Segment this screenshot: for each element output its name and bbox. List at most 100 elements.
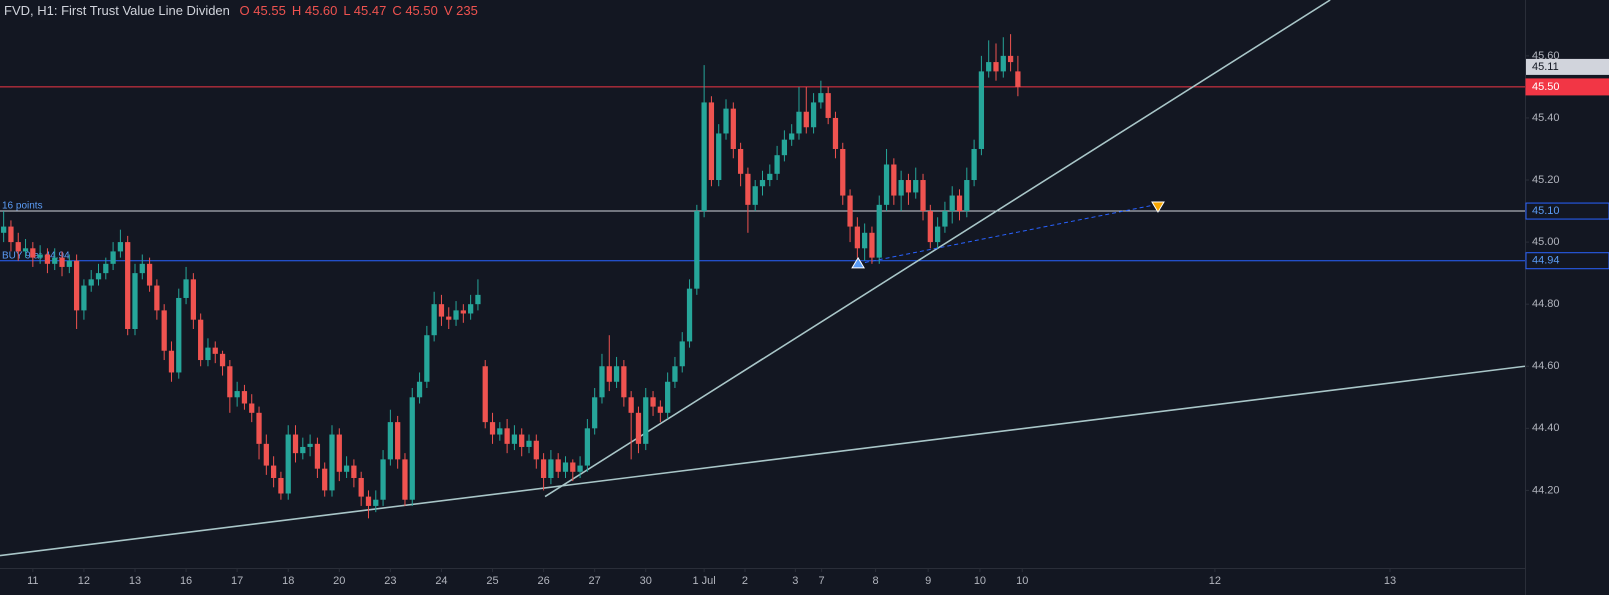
candle-body (628, 397, 634, 413)
candle-body (956, 195, 963, 212)
candle-body (8, 226, 14, 243)
field-value: 45.55 (253, 3, 286, 18)
candle-body (759, 180, 766, 187)
candle-body (234, 391, 240, 398)
candle-body (818, 93, 824, 103)
field-value: 235 (456, 3, 478, 18)
candle-body (964, 180, 970, 212)
candle-body (883, 164, 890, 205)
candle-body (395, 422, 401, 460)
candle-body (387, 422, 393, 460)
candle-body (767, 173, 773, 181)
candle-body (270, 465, 277, 478)
countdown-tag (1526, 58, 1609, 75)
candle-body (832, 117, 839, 149)
candle-body (716, 133, 722, 181)
candle-body (825, 93, 831, 118)
candle-body (278, 477, 284, 494)
x-tick-label: 3 (792, 575, 798, 587)
candle-body (519, 434, 525, 447)
price-tag (1525, 202, 1609, 220)
x-tick-label: 10 (974, 575, 986, 587)
candle-body (314, 443, 321, 469)
ohlc-field: V 235 (444, 3, 478, 18)
candle-body (256, 412, 262, 444)
candle-body (971, 148, 977, 181)
candle-body (468, 304, 474, 314)
candle-body (322, 468, 328, 491)
x-tick-label: 26 (537, 575, 549, 587)
candle-body (336, 434, 342, 472)
x-tick-label: 30 (640, 575, 652, 587)
trend-line (0, 365, 1526, 557)
field-value: 45.47 (353, 3, 387, 18)
candle-body (781, 139, 788, 156)
x-tick-label: 10 (1016, 575, 1028, 587)
candle-body (416, 381, 423, 398)
candle-body (73, 260, 80, 311)
candle-body (300, 446, 306, 454)
candle-body (942, 211, 948, 227)
candle-body (540, 459, 547, 478)
candle-body (913, 180, 919, 193)
candle-body (737, 148, 744, 174)
candle-body (570, 462, 576, 472)
y-tick-label: 45.60 (1532, 50, 1560, 62)
candle-body (475, 294, 481, 305)
candle-body (993, 62, 999, 72)
countdown-tag-label: 45.11 (1532, 61, 1559, 73)
candle-body (489, 422, 496, 435)
price-tag-label: 45.10 (1532, 205, 1560, 217)
candle-body (154, 285, 160, 311)
ohlc-field: O 45.55 (240, 3, 286, 18)
candle-body (249, 403, 255, 413)
price-level-text: BUY 9 at 44.94 (2, 250, 70, 261)
candle-body (59, 257, 65, 267)
x-tick-label: 11 (27, 575, 38, 587)
candle-body (876, 204, 882, 258)
candle-body (577, 465, 583, 472)
candle-body (665, 381, 671, 413)
candle-body (424, 335, 430, 382)
candle-body (686, 288, 693, 342)
candle-body (44, 254, 51, 264)
candle-body (343, 465, 350, 472)
ohlc-field: H 45.60 (292, 3, 338, 18)
candle-body (205, 347, 211, 361)
field-label: V (443, 3, 453, 18)
price-tag-label: 45.50 (1532, 81, 1560, 93)
candle-body (862, 232, 868, 249)
candle-body (657, 406, 663, 413)
x-tick-label: 12 (78, 575, 90, 587)
candle-body (643, 397, 649, 444)
candle-body (81, 285, 87, 311)
candle-body (796, 111, 802, 134)
candle-body (460, 310, 466, 314)
candle-body (1007, 55, 1014, 63)
candle-body (986, 62, 992, 72)
candle-body (934, 226, 941, 243)
candle-body (803, 111, 809, 128)
x-tick-label: 27 (589, 575, 601, 587)
field-label: L (343, 3, 351, 18)
ohlc-field: L 45.47 (343, 3, 386, 18)
candle-body (599, 366, 605, 398)
candle-body (351, 465, 357, 478)
field-label: H (291, 3, 302, 18)
x-tick-label: 13 (1384, 575, 1396, 587)
candle-body (431, 304, 437, 336)
candle-body (15, 242, 21, 252)
candle-body (37, 254, 43, 258)
symbol-title: FVD, H1: First Trust Value Line Dividen (4, 3, 230, 18)
legend-header: FVD, H1: First Trust Value Line Dividen … (4, 3, 478, 18)
candle-body (125, 242, 131, 330)
candle-body (380, 459, 386, 500)
plot-area: 16 points BUY 9 at 44.94 (0, 0, 1526, 557)
candle-body (88, 279, 94, 286)
candle-body (176, 297, 182, 373)
candle-body (679, 341, 685, 367)
candle-body (606, 366, 612, 382)
x-tick-label: 23 (384, 575, 396, 587)
y-tick-label: 45.20 (1532, 174, 1560, 186)
